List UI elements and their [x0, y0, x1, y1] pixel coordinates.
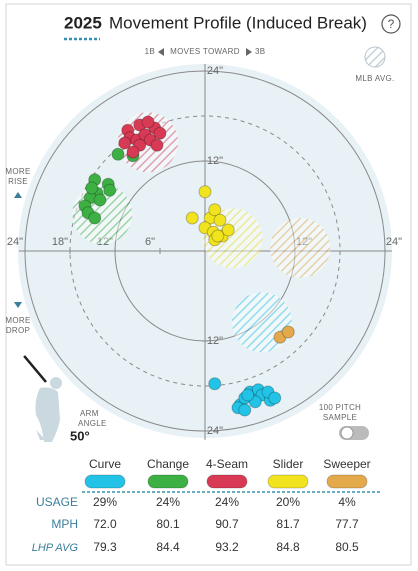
pitch-point: [150, 138, 164, 152]
arm-angle-text: ANGLE: [78, 419, 107, 428]
mlb-avg-label: MLB AVG.: [355, 74, 394, 83]
mlb-avg-icon: [364, 46, 386, 68]
sample-label: SAMPLE: [323, 413, 357, 422]
table-cell: 29%: [93, 495, 117, 509]
arm-angle-value: 50°: [70, 428, 90, 443]
arm-angle-text: ARM: [80, 409, 99, 418]
arrow-right: [246, 48, 252, 56]
row-label: USAGE: [36, 495, 78, 509]
row-label: MPH: [51, 517, 78, 531]
arrow-left: [158, 48, 164, 56]
pitch-point: [208, 203, 222, 217]
legend-name: Change: [147, 457, 189, 471]
pitch-point: [198, 185, 212, 199]
table-cell: 72.0: [93, 517, 117, 531]
table-cell: 24%: [215, 495, 239, 509]
pitch-point: [126, 145, 140, 159]
y-tick-label: 24": [207, 65, 223, 77]
table-cell: 4%: [338, 495, 356, 509]
direction-label: MOVES TOWARD: [170, 47, 240, 56]
legend-name: Sweeper: [323, 457, 370, 471]
mlb-avg-region: [232, 292, 292, 353]
table-cell: 81.7: [276, 517, 300, 531]
row-label: LHP AVG: [32, 542, 79, 554]
pitch-point: [141, 115, 155, 129]
sample-label: 100 PITCH: [319, 403, 361, 412]
drop-arrow: [14, 302, 22, 308]
legend-swatch: [84, 474, 126, 489]
pitch-point: [88, 211, 102, 225]
pitcher-figure: [35, 377, 62, 442]
legend-swatch: [206, 474, 248, 489]
sample-toggle-knob[interactable]: [340, 426, 354, 440]
pitch-point: [111, 147, 125, 161]
drop-label: DROP: [6, 326, 30, 335]
table-cell: 24%: [156, 495, 180, 509]
legend-name: Curve: [89, 457, 121, 471]
y-tick-label: 24": [207, 425, 223, 437]
pitch-point: [281, 325, 295, 339]
table-cell: 84.8: [276, 540, 300, 554]
help-icon[interactable]: [381, 14, 401, 34]
x-tick-label: 6": [145, 236, 155, 248]
legend-swatch: [267, 474, 309, 489]
table-cell: 20%: [276, 495, 300, 509]
rise-label: RISE: [8, 177, 28, 186]
pitch-point: [208, 377, 222, 391]
pitch-point: [213, 213, 227, 227]
pitch-point: [268, 391, 282, 405]
pitch-point: [241, 388, 255, 402]
help-mark[interactable]: ?: [388, 17, 395, 31]
table-cell: 93.2: [215, 540, 239, 554]
mlb-avg-region: [270, 218, 331, 278]
legend-swatch: [147, 474, 189, 489]
table-cell: 84.4: [156, 540, 180, 554]
table-cell: 90.7: [215, 517, 239, 531]
pitch-point: [85, 181, 99, 195]
rise-label: MORE: [5, 167, 30, 176]
y-tick-label: 12": [207, 155, 223, 167]
pitch-point: [221, 223, 235, 237]
x-tick-label: 24": [386, 236, 402, 248]
x-tick-label: 24": [7, 236, 23, 248]
rise-arrow: [14, 192, 22, 198]
pitch-point: [185, 211, 199, 225]
legend-name: Slider: [273, 457, 304, 471]
legend-swatch: [326, 474, 368, 489]
title: Movement Profile (Induced Break): [109, 13, 367, 32]
x-tick-label: 18": [52, 236, 68, 248]
table-cell: 80.5: [335, 540, 359, 554]
title-year: 2025: [64, 13, 102, 32]
table-cell: 80.1: [156, 517, 180, 531]
direction-right: 3B: [255, 47, 265, 56]
drop-label: MORE: [5, 316, 30, 325]
pitch-point: [118, 136, 132, 150]
pitch-point: [238, 403, 252, 417]
pitch-point: [211, 229, 225, 243]
pitch-point: [103, 183, 117, 197]
legend-name: 4-Seam: [206, 457, 248, 471]
direction-left: 1B: [145, 47, 155, 56]
table-cell: 77.7: [335, 517, 359, 531]
table-cell: 79.3: [93, 540, 117, 554]
pitch-point: [153, 126, 167, 140]
arm-angle-line: [23, 355, 47, 383]
y-tick-label: 12": [207, 335, 223, 347]
pitch-point: [93, 193, 107, 207]
